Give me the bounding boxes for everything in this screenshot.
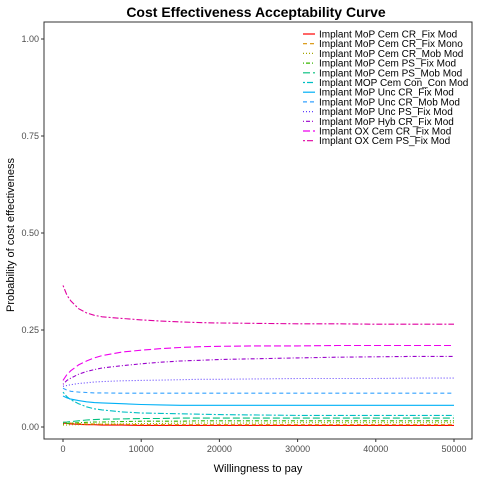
x-axis: 0 10000 20000 30000 40000 50000	[60, 439, 467, 454]
legend-label: Implant MoP Unc CR_Fix Mod	[319, 88, 454, 99]
series-line	[62, 344, 454, 381]
series-line	[62, 420, 454, 425]
series-lines	[62, 285, 454, 426]
x-tick-label: 40000	[363, 444, 388, 454]
x-tick-label: 20000	[207, 444, 232, 454]
series-line	[62, 355, 454, 385]
series-line	[62, 391, 454, 416]
legend-label: Implant OX Cem CR_Fix Mod	[319, 127, 451, 138]
legend-label: Implant MoP Unc PS_Fix Mod	[319, 107, 453, 118]
x-axis-title: Willingness to pay	[214, 463, 303, 475]
series-line	[63, 422, 454, 426]
series-line	[62, 387, 454, 394]
legend-label: Implant OX Cem PS_Fix Mod	[319, 136, 450, 147]
series-line	[62, 421, 454, 426]
series-line	[62, 417, 454, 423]
y-tick-label: 1.00	[21, 34, 39, 44]
y-axis: 0.00 0.25 0.50 0.75 1.00	[21, 34, 44, 432]
series-line	[62, 285, 454, 325]
x-tick-label: 30000	[285, 444, 310, 454]
x-tick-label: 0	[60, 444, 65, 454]
series-line	[62, 377, 454, 387]
legend-label: Implant MoP Cem PS_Mob Mod	[319, 68, 462, 79]
chart-title: Cost Effectiveness Acceptability Curve	[126, 4, 386, 20]
legend-label: Implant MoP Cem PS_Fix Mod	[319, 59, 456, 70]
x-tick-label: 50000	[441, 444, 466, 454]
x-tick-label: 10000	[129, 444, 154, 454]
y-tick-label: 0.50	[21, 228, 39, 238]
legend-label: Implant MoP Cem CR_Mob Mod	[319, 49, 463, 60]
y-axis-title: Probability of cost effectiveness	[5, 158, 17, 312]
legend-label: Implant MoP Cem CR_Fix Mod	[319, 30, 457, 41]
plot-panel-border	[43, 21, 473, 440]
y-tick-label: 0.00	[21, 422, 39, 432]
legend-label: Implant MoP Hyb CR_Fix Mod	[319, 117, 454, 128]
y-tick-label: 0.25	[21, 325, 39, 335]
series-line	[62, 395, 454, 406]
legend-label: Implant MoP Cem CR_Fix Mono	[319, 39, 463, 50]
legend-label: Implant MOP Cem Con_Con Mod	[319, 78, 468, 89]
legend-label: Implant MoP Unc CR_Mob Mod	[319, 97, 460, 108]
y-tick-label: 0.75	[21, 131, 39, 141]
